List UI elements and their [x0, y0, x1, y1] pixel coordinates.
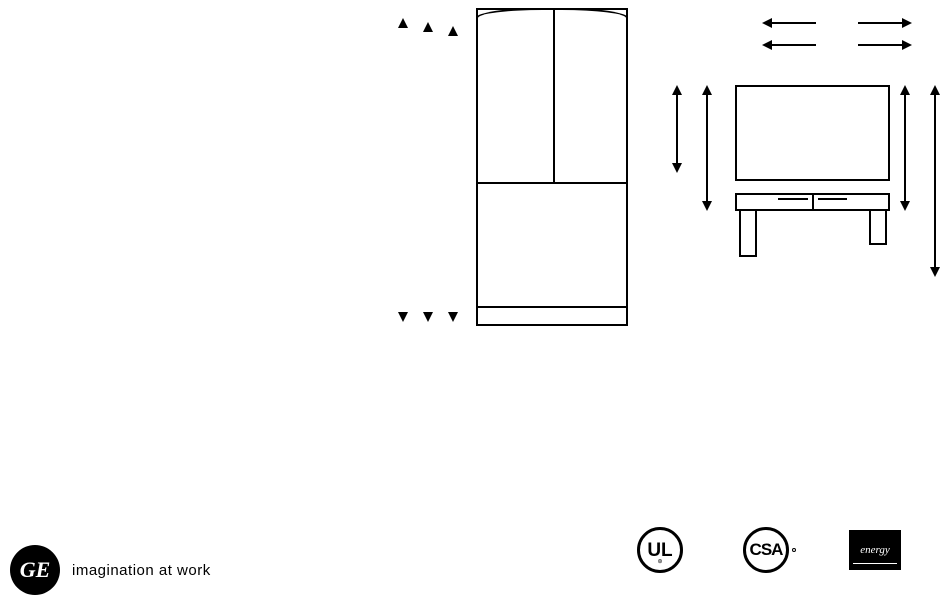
- certification-logos: UL ⊛ CSA energy: [637, 527, 901, 573]
- top-dimension-arrows: [762, 14, 932, 54]
- ge-logo: GE imagination at work: [10, 545, 211, 595]
- side-view-diagram: [735, 85, 890, 181]
- ge-monogram-icon: GE: [10, 545, 60, 595]
- front-dimension-arrows: [398, 8, 468, 326]
- ge-monogram-text: GE: [20, 557, 51, 583]
- ul-sub: ⊛: [657, 558, 662, 565]
- ul-text: UL: [647, 541, 672, 560]
- energy-star-icon: energy: [849, 530, 901, 570]
- csa-icon: CSA: [743, 527, 789, 573]
- energy-star-text: energy: [860, 544, 890, 556]
- ge-tagline: imagination at work: [72, 562, 211, 579]
- front-view-diagram: [476, 8, 628, 326]
- ul-listed-icon: UL ⊛: [637, 527, 683, 573]
- footer: GE imagination at work UL ⊛ CSA energy: [0, 525, 951, 595]
- csa-text: CSA: [750, 540, 783, 560]
